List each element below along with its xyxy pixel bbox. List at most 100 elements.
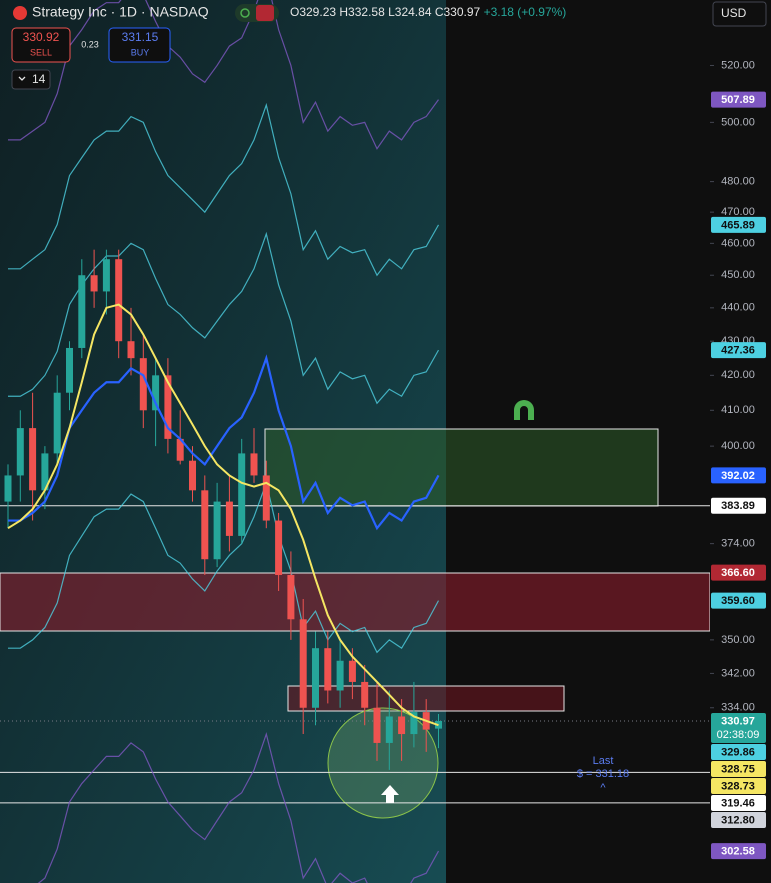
zone-box: [264, 428, 659, 507]
candle-body: [373, 707, 381, 743]
y-tick-label: 450.00: [721, 269, 755, 281]
price-label-box: [711, 811, 766, 828]
price-label-box: [711, 497, 766, 514]
highlight-circle: [327, 707, 439, 819]
candle-body: [164, 375, 172, 439]
candle-body: [29, 428, 37, 491]
price-label-box: [711, 91, 766, 108]
price-label: 359.60: [721, 595, 755, 607]
indicator-line: [8, 354, 440, 531]
price-label-box: [711, 592, 766, 609]
high: H332.58: [339, 5, 385, 19]
candle-body: [324, 648, 332, 691]
symbol-icon[interactable]: [13, 6, 27, 20]
y-tick-label: 440.00: [721, 302, 755, 314]
price-label-box: [711, 843, 766, 860]
axis-labels: 520.00 500.00 480.00 470.00 460.00 450.00 440.…: [710, 59, 766, 860]
price-label-box: [711, 743, 766, 760]
indicator-line: [8, 0, 439, 150]
candle-body: [398, 716, 406, 735]
candle-body: [262, 475, 270, 521]
spread: 0.23: [81, 39, 99, 49]
annotation-text: $ = 331.18: [577, 768, 629, 780]
change: +3.18 (+0.97%): [484, 5, 567, 19]
candle-body: [250, 453, 258, 476]
sell-label: SELL: [30, 47, 52, 57]
annotation-caret: ^: [600, 782, 606, 794]
currency: USD: [721, 6, 747, 20]
candle-body: [102, 259, 110, 292]
candle-body: [225, 501, 233, 536]
eye-icon: [240, 8, 250, 18]
y-tick-label: 460.00: [721, 237, 755, 249]
price-label-box: [711, 712, 766, 743]
price-label-box: [711, 760, 766, 777]
zone-box: [0, 572, 711, 632]
arrow-icon: [381, 785, 399, 803]
annotation-title: Last: [593, 755, 614, 767]
candle-body: [336, 660, 344, 691]
candle-body: [66, 347, 73, 393]
close: C330.97: [435, 5, 481, 19]
candle-body: [275, 520, 283, 576]
y-tick-label: 520.00: [721, 59, 755, 71]
y-tick-label: 470.00: [721, 206, 755, 218]
chevron-icon: [18, 76, 26, 81]
indicator-line: [8, 102, 440, 277]
candle-body: [189, 460, 196, 491]
indicator-line: [37, 731, 440, 883]
price-label-box: [711, 216, 766, 233]
price-label-box: [711, 342, 766, 359]
buy-button[interactable]: [108, 27, 171, 63]
candle-body: [152, 375, 160, 411]
sell-price: 330.92: [23, 30, 60, 44]
y-tick-label: 350.00: [721, 634, 755, 646]
countdown: 02:38:09: [717, 729, 760, 741]
price-label-box: [711, 467, 766, 484]
price-label: 465.89: [721, 219, 755, 231]
indicator-line: [7, 303, 439, 727]
candle-body: [361, 681, 369, 708]
wave-icon: [256, 5, 274, 21]
candle-body: [16, 428, 24, 476]
y-tick-label: 420.00: [721, 369, 755, 381]
price-label: 366.60: [721, 567, 755, 579]
price-label: 330.97: [721, 715, 755, 727]
price-label-box: [711, 564, 766, 581]
y-tick-label: 500.00: [721, 116, 755, 128]
interval-dropdown[interactable]: [11, 69, 51, 90]
price-label-box: [711, 777, 766, 794]
price-label: 329.86: [721, 746, 755, 758]
candle-body: [176, 438, 184, 461]
ohlc: O329.23 H332.58 L324.84 C330.97 +3.18 (+…: [290, 5, 566, 19]
y-tick-label: 480.00: [721, 176, 755, 188]
candle-body: [238, 453, 246, 536]
buy-price: 331.15: [122, 30, 159, 44]
currency-button[interactable]: [712, 1, 767, 27]
price-label: 319.46: [721, 797, 755, 809]
candle-body: [78, 275, 86, 348]
interval-count: 14: [32, 72, 46, 86]
price-label: 302.58: [721, 846, 755, 858]
open: O329.23: [290, 5, 336, 19]
candle-body: [90, 275, 98, 292]
price-label-box: [711, 794, 766, 811]
buy-label: BUY: [131, 47, 150, 57]
y-tick-label: 334.00: [721, 702, 755, 714]
candle-body: [312, 648, 319, 708]
y-tick-label: 400.00: [721, 440, 755, 452]
sell-button[interactable]: [11, 27, 71, 63]
indicator-line: [8, 480, 440, 654]
price-label: 328.73: [721, 780, 755, 792]
y-tick-label: 410.00: [721, 404, 755, 416]
magnet-icon: [514, 400, 534, 420]
price-label: 392.02: [721, 470, 755, 482]
candle-body: [385, 716, 393, 743]
price-label: 312.80: [721, 814, 755, 826]
candle-body: [287, 575, 295, 620]
price-label: 328.75: [721, 763, 755, 775]
symbol: Strategy Inc · 1D · NASDAQ: [32, 4, 209, 20]
price-label: 383.89: [721, 500, 755, 512]
candle-body: [299, 619, 307, 708]
